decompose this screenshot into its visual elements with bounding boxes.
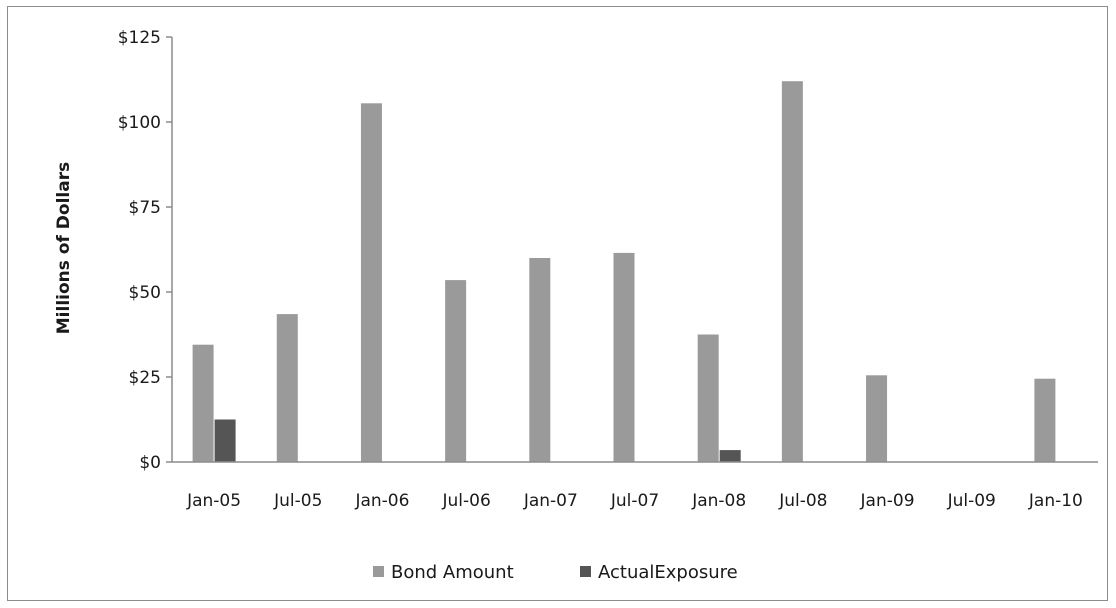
x-tick-label: Jan-05 [186,491,241,511]
bar-bond-amount [276,314,298,462]
x-tick-label: Jul-08 [778,491,827,511]
x-tick-label: Jan-10 [1028,491,1083,511]
x-tick-label: Jul-05 [273,491,322,511]
bar-bond-amount [613,252,635,462]
y-tick-label: $75 [129,198,161,218]
bar-bond-amount [866,375,888,462]
x-tick-label: Jul-09 [947,491,996,511]
bars [192,81,1056,463]
legend-swatch [580,566,591,577]
y-axis: $0 $25 $50 $75 $100 $125 [118,28,173,473]
x-tick-label: Jan-06 [354,491,409,511]
x-tick-label: Jan-09 [860,491,915,511]
y-tick-label: $125 [118,28,161,48]
x-tick-label: Jul-06 [441,491,490,511]
x-tick-label: Jan-07 [523,491,578,511]
bar-bond-amount [781,81,803,462]
y-axis-title: Millions of Dollars [54,162,74,334]
chart-frame [7,6,1108,601]
bar-bond-amount [360,103,382,463]
y-tick-label: $0 [139,453,161,473]
bar-bond-amount [192,344,214,462]
legend-label: Bond Amount [391,562,514,583]
bar-bond-amount [1034,378,1056,462]
bar-actualexposure [214,419,236,462]
y-tick-label: $50 [129,283,161,303]
legend: Bond Amount ActualExposure [373,562,738,583]
bar-bond-amount [529,258,551,462]
x-tick-label: Jul-07 [610,491,659,511]
x-axis: Jan-05 Jul-05 Jan-06 Jul-06 Jan-07 Jul-07 Jan-… [172,461,1098,511]
y-tick-label: $100 [118,113,161,133]
legend-label: ActualExposure [598,562,738,583]
bar-bond-amount [697,334,719,462]
legend-swatch [373,566,384,577]
x-tick-label: Jan-08 [691,491,746,511]
y-axis-title-group: Millions of Dollars [54,162,74,334]
bar-bond-amount [445,280,467,462]
y-tick-label: $25 [129,368,161,388]
bar-actualexposure [719,450,741,462]
